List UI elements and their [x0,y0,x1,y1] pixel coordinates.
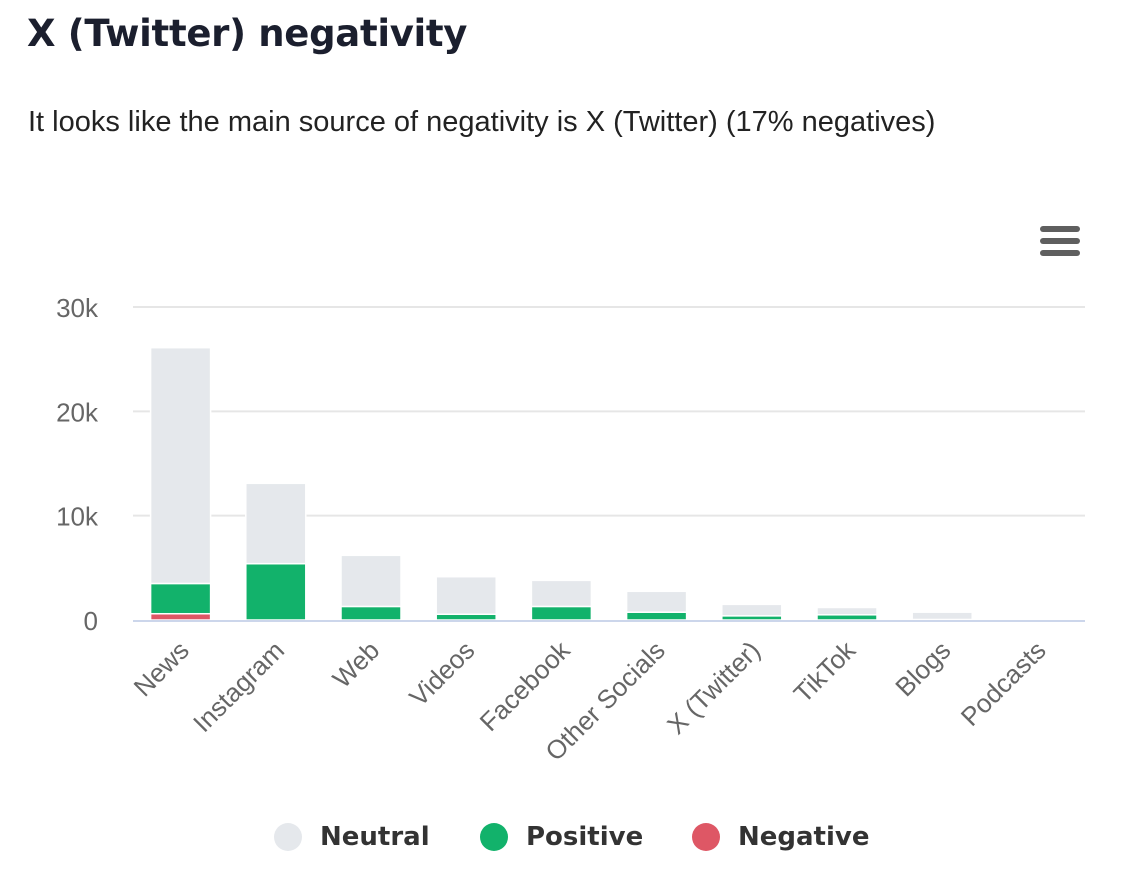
y-tick-label: 10k [56,502,99,532]
bar-neutral[interactable] [625,590,688,613]
x-tick-label: Web [327,635,386,694]
legend-negative-dot-icon [692,823,720,851]
bar-positive[interactable] [245,562,307,621]
bar-stack-tiktok[interactable] [816,606,878,621]
bar-stack-other-socials[interactable] [625,590,688,621]
bar-stack-facebook[interactable] [530,579,593,621]
bar-neutral[interactable] [149,346,212,585]
bar-positive[interactable] [816,614,878,621]
legend-label-negative: Negative [738,822,870,852]
bar-stack-instagram[interactable] [245,482,307,621]
bar-stack-blogs[interactable] [911,611,973,621]
x-tick-label: X (Twitter) [661,635,766,740]
x-tick-label: TikTok [788,634,862,708]
y-tick-label: 20k [56,397,99,427]
bar-neutral[interactable] [721,603,783,617]
bar-positive[interactable] [530,605,593,621]
bar-positive[interactable] [340,605,402,621]
bar-positive[interactable] [625,611,688,621]
x-tick-label: Instagram [187,635,290,738]
legend-label-positive: Positive [526,822,644,852]
bar-negative[interactable] [149,612,212,621]
bars [149,346,1069,621]
bar-positive[interactable] [435,613,497,621]
chart-subtitle: It looks like the main source of negativ… [28,106,936,138]
legend-label-neutral: Neutral [320,822,430,852]
y-tick-label: 0 [84,606,98,636]
x-tick-label: Podcasts [955,635,1052,732]
y-tick-label: 30k [56,293,99,323]
bar-neutral[interactable] [245,482,307,565]
bar-neutral[interactable] [1006,618,1069,621]
x-tick-label: Blogs [889,635,956,702]
x-tick-label: News [128,635,195,702]
bar-neutral[interactable] [435,575,497,616]
legend-item-positive[interactable]: Positive [480,812,643,862]
x-tick-label: Videos [403,635,480,712]
bar-neutral[interactable] [340,554,402,608]
bar-stack-videos[interactable] [435,575,497,621]
legend-item-neutral[interactable]: Neutral [274,812,430,862]
bar-stack-x-twitter[interactable] [721,603,783,621]
x-tick-label: Facebook [474,634,577,737]
legend-item-negative[interactable]: Negative [692,812,869,862]
hamburger-menu-icon[interactable] [1034,222,1082,262]
bar-positive[interactable] [149,582,212,615]
bar-stack-podcasts[interactable] [1006,618,1069,621]
bar-neutral[interactable] [911,611,973,621]
y-axis-labels: 0 10k 20k 30k [56,293,99,636]
chart-title: X (Twitter) negativity [27,12,468,55]
bar-stack-web[interactable] [340,554,402,621]
legend-positive-dot-icon [480,823,508,851]
bar-neutral[interactable] [530,579,593,608]
bar-neutral[interactable] [816,606,878,616]
bar-stack-news[interactable] [149,346,212,621]
legend: Neutral Positive Negative [0,812,1140,862]
legend-neutral-dot-icon [274,823,302,851]
